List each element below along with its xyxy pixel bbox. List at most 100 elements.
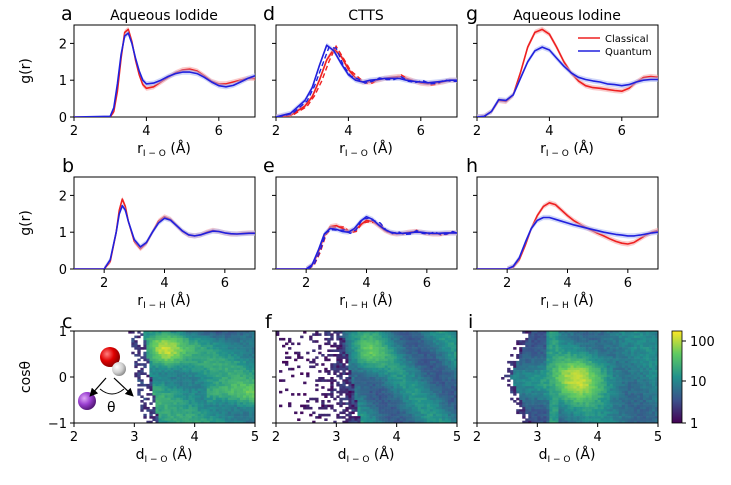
heatmap-cell-c bbox=[210, 333, 213, 336]
heatmap-cell-c bbox=[207, 359, 210, 362]
heatmap-cell-f bbox=[400, 368, 403, 371]
heatmap-cell-i bbox=[577, 349, 580, 352]
heatmap-cell-c bbox=[249, 370, 252, 373]
heatmap-cell-c bbox=[222, 379, 225, 382]
heatmap-cell-c bbox=[207, 372, 210, 375]
heatmap-cell-f bbox=[400, 352, 403, 355]
heatmap-cell-c bbox=[225, 389, 228, 392]
heatmap-cell-c bbox=[174, 354, 177, 357]
heatmap-cell-f bbox=[430, 368, 433, 371]
heatmap-cell-c bbox=[195, 375, 198, 378]
heatmap-cell-i bbox=[616, 363, 619, 366]
heatmap-cell-i bbox=[619, 389, 622, 392]
heatmap-cell-f bbox=[339, 375, 342, 378]
heatmap-cell-f bbox=[357, 349, 360, 352]
heatmap-cell-i bbox=[504, 375, 507, 378]
heatmap-cell-i bbox=[592, 340, 595, 343]
heatmap-cell-i bbox=[552, 338, 555, 341]
heatmap-cell-i bbox=[549, 375, 552, 378]
heatmap-cell-c bbox=[240, 363, 243, 366]
heatmap-cell-i bbox=[619, 366, 622, 369]
heatmap-cell-i bbox=[592, 402, 595, 405]
heatmap-cell-f bbox=[297, 354, 300, 357]
heatmap-cell-f bbox=[442, 336, 445, 339]
heatmap-cell-c bbox=[183, 347, 186, 350]
heatmap-cell-c bbox=[161, 389, 164, 392]
heatmap-cell-f bbox=[439, 407, 442, 410]
heatmap-cell-i bbox=[555, 416, 558, 419]
heatmap-cell-i bbox=[546, 340, 549, 343]
heatmap-cell-i bbox=[616, 405, 619, 408]
heatmap-cell-i bbox=[643, 414, 646, 417]
heatmap-cell-i bbox=[528, 414, 531, 417]
heatmap-cell-f bbox=[442, 370, 445, 373]
heatmap-cell-f bbox=[345, 393, 348, 396]
heatmap-cell-c bbox=[177, 398, 180, 401]
heatmap-cell-f bbox=[379, 336, 382, 339]
heatmap-cell-c bbox=[152, 398, 155, 401]
heatmap-cell-f bbox=[448, 398, 451, 401]
heatmap-cell-i bbox=[616, 370, 619, 373]
heatmap-cell-i bbox=[592, 361, 595, 364]
heatmap-cell-c bbox=[177, 400, 180, 403]
heatmap-cell-i bbox=[507, 370, 510, 373]
heatmap-cell-i bbox=[604, 366, 607, 369]
heatmap-cell-f bbox=[339, 389, 342, 392]
heatmap-cell-c bbox=[161, 407, 164, 410]
heatmap-cell-c bbox=[152, 347, 155, 350]
heatmap-cell-i bbox=[519, 359, 522, 362]
heatmap-cell-f bbox=[445, 359, 448, 362]
heatmap-cell-f bbox=[363, 386, 366, 389]
heatmap-cell-i bbox=[580, 340, 583, 343]
heatmap-cell-f bbox=[354, 363, 357, 366]
heatmap-cell-i bbox=[649, 382, 652, 385]
heatmap-cell-i bbox=[622, 340, 625, 343]
heatmap-cell-f bbox=[339, 368, 342, 371]
heatmap-cell-f bbox=[406, 356, 409, 359]
heatmap-cell-c bbox=[146, 356, 149, 359]
heatmap-cell-i bbox=[640, 340, 643, 343]
heatmap-cell-f bbox=[451, 382, 454, 385]
heatmap-cell-c bbox=[183, 340, 186, 343]
heatmap-cell-c bbox=[189, 416, 192, 419]
heatmap-cell-i bbox=[534, 349, 537, 352]
heatmap-cell-f bbox=[424, 414, 427, 417]
heatmap-cell-i bbox=[595, 382, 598, 385]
heatmap-cell-f bbox=[406, 354, 409, 357]
heatmap-cell-c bbox=[186, 402, 189, 405]
heatmap-cell-i bbox=[540, 402, 543, 405]
heatmap-cell-c bbox=[231, 336, 234, 339]
heatmap-cell-c bbox=[180, 347, 183, 350]
heatmap-cell-i bbox=[604, 338, 607, 341]
heatmap-cell-c bbox=[195, 384, 198, 387]
heatmap-cell-c bbox=[246, 347, 249, 350]
heatmap-cell-f bbox=[363, 418, 366, 421]
heatmap-cell-c bbox=[149, 375, 152, 378]
heatmap-cell-c bbox=[231, 352, 234, 355]
heatmap-cell-i bbox=[510, 372, 513, 375]
heatmap-cell-f bbox=[406, 416, 409, 419]
heatmap-cell-c bbox=[183, 379, 186, 382]
heatmap-cell-i bbox=[525, 349, 528, 352]
heatmap-cell-f bbox=[336, 414, 339, 417]
heatmap-cell-c bbox=[180, 333, 183, 336]
heatmap-cell-f bbox=[351, 338, 354, 341]
heatmap-cell-c bbox=[177, 389, 180, 392]
heatmap-cell-f bbox=[333, 409, 336, 412]
heatmap-cell-f bbox=[360, 359, 363, 362]
heatmap-cell-i bbox=[646, 361, 649, 364]
heatmap-cell-c bbox=[198, 336, 201, 339]
heatmap-cell-c bbox=[243, 345, 246, 348]
heatmap-cell-i bbox=[543, 395, 546, 398]
heatmap-cell-i bbox=[549, 382, 552, 385]
heatmap-cell-i bbox=[616, 345, 619, 348]
heatmap-cell-f bbox=[409, 377, 412, 380]
heatmap-cell-f bbox=[427, 416, 430, 419]
heatmap-cell-f bbox=[357, 347, 360, 350]
heatmap-cell-i bbox=[616, 368, 619, 371]
heatmap-cell-f bbox=[427, 414, 430, 417]
heatmap-cell-c bbox=[174, 400, 177, 403]
heatmap-cell-f bbox=[394, 340, 397, 343]
heatmap-cell-f bbox=[433, 416, 436, 419]
heatmap-cell-f bbox=[445, 368, 448, 371]
